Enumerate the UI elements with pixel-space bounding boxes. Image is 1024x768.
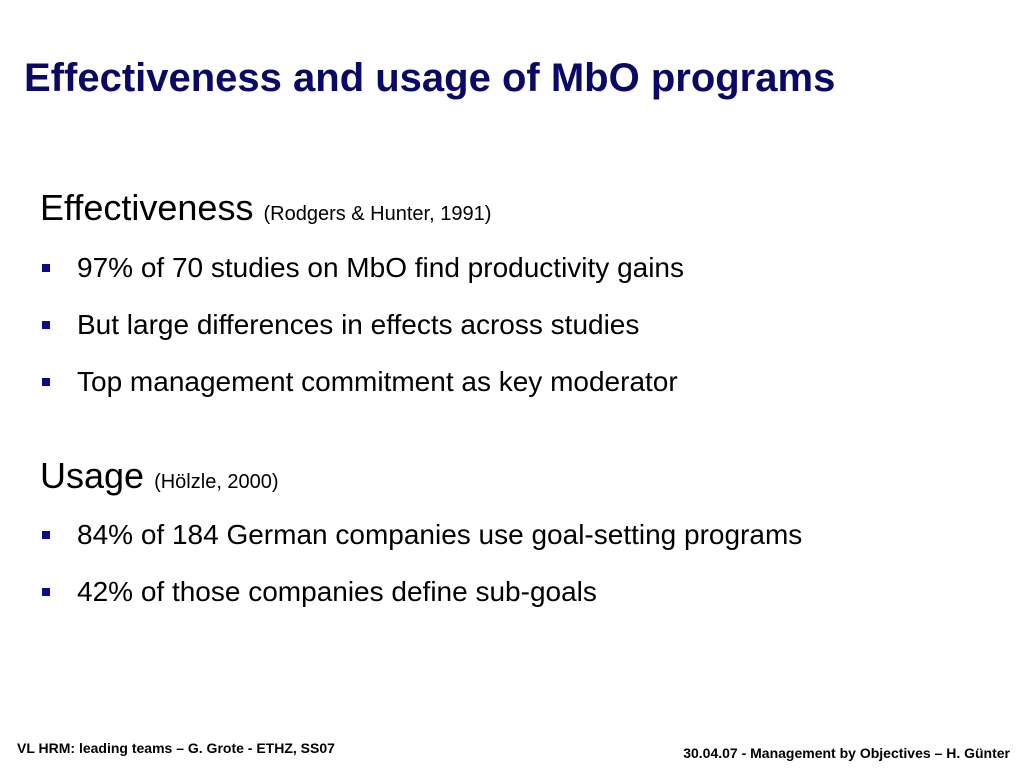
- square-bullet-icon: [42, 531, 50, 539]
- bullet-item: 84% of 184 German companies use goal-set…: [40, 515, 802, 555]
- bullet-item: 42% of those companies define sub-goals: [40, 572, 802, 612]
- bullet-text: 97% of 70 studies on MbO find productivi…: [77, 252, 685, 283]
- bullet-text: 84% of 184 German companies use goal-set…: [77, 519, 803, 550]
- bullet-item: But large differences in effects across …: [40, 305, 684, 345]
- effectiveness-bullet-list: 97% of 70 studies on MbO find productivi…: [40, 248, 684, 419]
- section-heading-effectiveness: Effectiveness (Rodgers & Hunter, 1991): [40, 186, 491, 236]
- bullet-text: But large differences in effects across …: [77, 309, 640, 340]
- citation-usage: (Hölzle, 2000): [154, 471, 279, 493]
- citation-effectiveness: (Rodgers & Hunter, 1991): [263, 203, 492, 225]
- section-heading-usage: Usage (Hölzle, 2000): [40, 454, 279, 504]
- slide-title: Effectiveness and usage of MbO programs: [24, 56, 836, 100]
- section-heading-effectiveness-label: Effectiveness: [40, 187, 254, 228]
- bullet-text: 42% of those companies define sub-goals: [77, 576, 597, 607]
- section-heading-usage-label: Usage: [40, 455, 145, 496]
- footer-course-info: VL HRM: leading teams – G. Grote - ETHZ,…: [17, 740, 335, 756]
- square-bullet-icon: [42, 588, 50, 596]
- bullet-text: Top management commitment as key moderat…: [77, 366, 678, 397]
- bullet-item: Top management commitment as key moderat…: [40, 362, 684, 402]
- square-bullet-icon: [42, 378, 50, 386]
- bullet-item: 97% of 70 studies on MbO find productivi…: [40, 248, 684, 288]
- square-bullet-icon: [42, 264, 50, 272]
- footer-date-topic: 30.04.07 - Management by Objectives – H.…: [683, 745, 1010, 761]
- square-bullet-icon: [42, 321, 50, 329]
- usage-bullet-list: 84% of 184 German companies use goal-set…: [40, 515, 802, 629]
